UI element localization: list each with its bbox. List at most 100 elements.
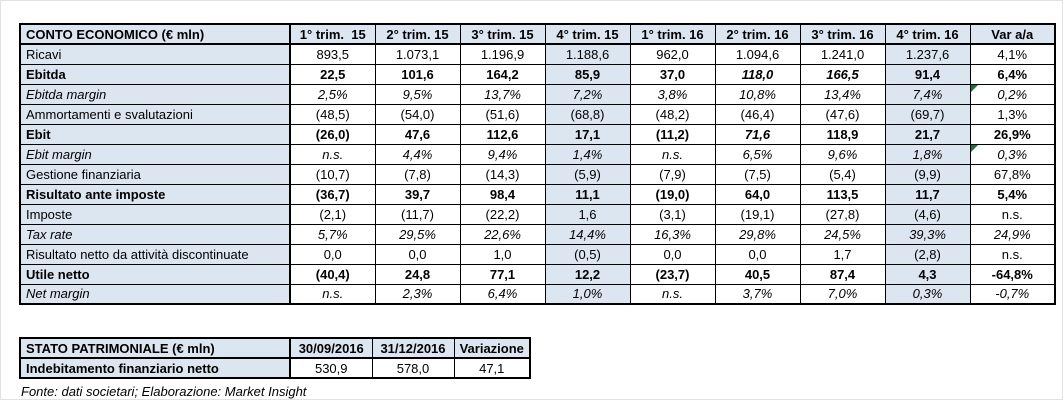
error-flag-icon (971, 85, 978, 92)
value-cell: 77,1 (459, 263, 546, 285)
value-cell: 22,6% (459, 223, 546, 245)
source-note: Fonte: dati societari; Elaborazione: Mar… (21, 384, 307, 399)
value-cell: (19,1) (714, 203, 801, 225)
quarter-column-header: 4° trim. 15 (544, 23, 631, 45)
income-header-row: CONTO ECONOMICO (€ mln) 1° trim. 15 2° tri… (19, 23, 1056, 45)
value-cell: (68,8) (544, 103, 631, 125)
value-cell: n.s. (629, 143, 716, 165)
value-cell: 24,5% (799, 223, 886, 245)
value-cell: 118,0 (714, 63, 801, 85)
value-cell: 0,0 (714, 243, 801, 265)
value-cell: 7,2% (544, 83, 631, 105)
row-label: Risultato netto da attività discontinuat… (19, 243, 291, 265)
value-cell: 47,1 (453, 357, 531, 379)
value-cell: 118,9 (799, 123, 886, 145)
value-cell: n.s. (289, 283, 376, 305)
var-column-header: Var a/a (969, 23, 1056, 45)
value-cell: 6,4% (459, 283, 546, 305)
value-cell: 0,0 (289, 243, 376, 265)
value-cell: 1.196,9 (459, 43, 546, 65)
value-cell: (2,8) (884, 243, 971, 265)
value-cell: (3,1) (629, 203, 716, 225)
income-row: Ebit (26,0) 47,6 112,6 17,1 (11,2) 71,6 118,9 21… (19, 123, 1056, 145)
value-cell: 24,8 (374, 263, 461, 285)
value-cell: (46,4) (714, 103, 801, 125)
row-label: Gestione finanziaria (19, 163, 291, 185)
value-cell: (2,1) (289, 203, 376, 225)
value-cell: (48,5) (289, 103, 376, 125)
quarter-column-header: 3° trim. 15 (459, 23, 546, 45)
value-cell: 9,4% (459, 143, 546, 165)
value-cell: 11,7 (884, 183, 971, 205)
row-label: Ebit (19, 123, 291, 145)
var-cell: 0,3% (969, 143, 1056, 165)
income-row: Net margin n.s. 2,3% 6,4% 1,0% n.s. 3,7% 7,0% 0,… (19, 283, 1056, 305)
value-cell: 98,4 (459, 183, 546, 205)
value-cell: 1.073,1 (374, 43, 461, 65)
quarter-column-header: 3° trim. 16 (799, 23, 886, 45)
value-cell: 85,9 (544, 63, 631, 85)
value-cell: 16,3% (629, 223, 716, 245)
row-label: Imposte (19, 203, 291, 225)
quarter-column-header: 2° trim. 15 (374, 23, 461, 45)
value-cell: (69,7) (884, 103, 971, 125)
value-cell: 11,1 (544, 183, 631, 205)
row-label: Ammortamenti e svalutazioni (19, 103, 291, 125)
row-label: Risultato ante imposte (19, 183, 291, 205)
value-cell: (27,8) (799, 203, 886, 225)
value-cell: 0,0 (374, 243, 461, 265)
value-cell: 6,5% (714, 143, 801, 165)
var-cell: 0,2% (969, 83, 1056, 105)
quarter-column-header: 1° trim. 15 (289, 23, 376, 45)
value-cell: (26,0) (289, 123, 376, 145)
balance-header-row: STATO PATRIMONIALE (€ mln) 30/09/2016 31/1… (19, 337, 531, 359)
value-cell: 893,5 (289, 43, 376, 65)
value-cell: 1.188,6 (544, 43, 631, 65)
value-cell: 1,7 (799, 243, 886, 265)
value-cell: 91,4 (884, 63, 971, 85)
row-label: Ebit margin (19, 143, 291, 165)
value-cell: (47,6) (799, 103, 886, 125)
value-cell: (7,5) (714, 163, 801, 185)
income-row: Ebitda 22,5 101,6 164,2 85,9 37,0 118,0 166,5 91… (19, 63, 1056, 85)
value-cell: 40,5 (714, 263, 801, 285)
error-flag-icon (971, 145, 978, 152)
value-cell: (10,7) (289, 163, 376, 185)
income-row: Utile netto (40,4) 24,8 77,1 12,2 (23,7) 40,5 8… (19, 263, 1056, 285)
value-cell: (19,0) (629, 183, 716, 205)
row-label: Tax rate (19, 223, 291, 245)
value-cell: (51,6) (459, 103, 546, 125)
value-cell: 64,0 (714, 183, 801, 205)
value-cell: 0,3% (884, 283, 971, 305)
row-label: Net margin (19, 283, 291, 305)
balance-body: Indebitamento finanziario netto 530,9 578,… (19, 357, 531, 379)
value-cell: 17,1 (544, 123, 631, 145)
value-cell: 21,7 (884, 123, 971, 145)
balance-row: Indebitamento finanziario netto 530,9 578,… (19, 357, 531, 379)
balance-column-header: Variazione (453, 337, 531, 359)
income-row: Imposte (2,1) (11,7) (22,2) 1,6 (3,1) (19,1) (2… (19, 203, 1056, 225)
var-cell: 6,4% (969, 63, 1056, 85)
income-row: Ebitda margin 2,5% 9,5% 13,7% 7,2% 3,8% 10,8% 1… (19, 83, 1056, 105)
value-cell: (5,9) (544, 163, 631, 185)
value-cell: n.s. (289, 143, 376, 165)
row-label: Indebitamento finanziario netto (19, 357, 291, 379)
value-cell: 164,2 (459, 63, 546, 85)
income-row: Tax rate 5,7% 29,5% 22,6% 14,4% 16,3% 29,8% 24,… (19, 223, 1056, 245)
income-row: Risultato netto da attività discontinuat… (19, 243, 1056, 265)
income-body: Ricavi 893,5 1.073,1 1.196,9 1.188,6 962,0 1.0… (19, 43, 1056, 305)
value-cell: 7,4% (884, 83, 971, 105)
value-cell: 1.094,6 (714, 43, 801, 65)
value-cell: 37,0 (629, 63, 716, 85)
value-cell: 29,8% (714, 223, 801, 245)
value-cell: 166,5 (799, 63, 886, 85)
value-cell: 1,0% (544, 283, 631, 305)
value-cell: 13,4% (799, 83, 886, 105)
value-cell: (36,7) (289, 183, 376, 205)
value-cell: 112,6 (459, 123, 546, 145)
var-cell: 1,3% (969, 103, 1056, 125)
value-cell: 14,4% (544, 223, 631, 245)
value-cell: 29,5% (374, 223, 461, 245)
row-label: Ricavi (19, 43, 291, 65)
value-cell: (11,2) (629, 123, 716, 145)
